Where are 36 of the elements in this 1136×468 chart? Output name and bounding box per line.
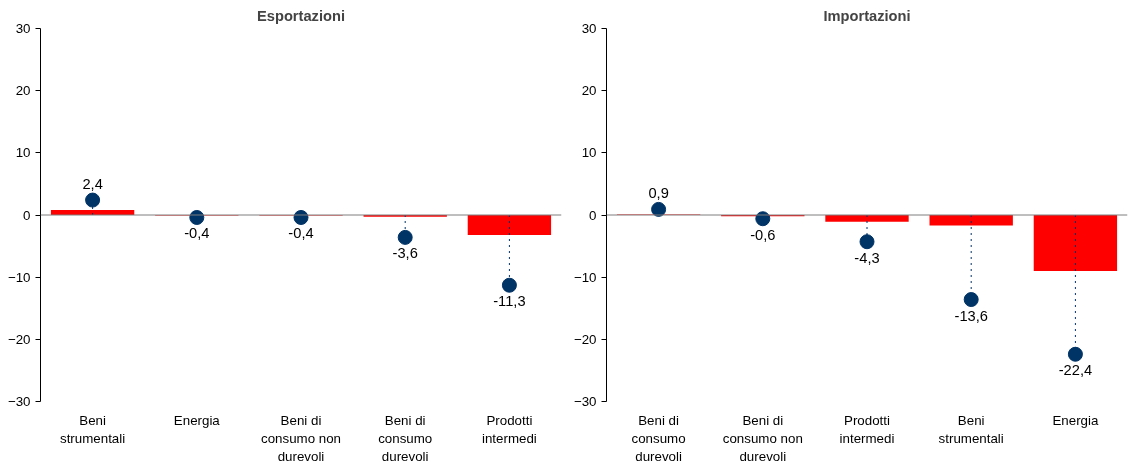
- x-tick-label: Energia: [173, 412, 221, 428]
- data-label: -13,6: [954, 307, 988, 324]
- x-tick-label: Beni di consumo non durevoli: [722, 412, 803, 464]
- y-tick-label: −30: [573, 394, 597, 409]
- x-tick-label: Beni di consumo durevoli: [378, 412, 433, 464]
- y-tick-label: −10: [7, 269, 31, 285]
- y-tick-label: −20: [573, 331, 597, 347]
- chart-title: Esportazioni: [257, 7, 345, 24]
- data-label: -0,4: [288, 225, 314, 242]
- chart-title: Importazioni: [823, 7, 911, 24]
- x-tick-label: Energia: [1052, 412, 1099, 428]
- data-label: -3,6: [392, 245, 418, 262]
- y-tick-label: 30: [15, 21, 31, 36]
- y-tick-label: 20: [581, 83, 597, 99]
- data-label: 2,4: [82, 176, 103, 193]
- data-label: -0,4: [184, 225, 210, 242]
- x-tick-label: Beni strumentali: [938, 412, 1004, 446]
- x-tick-label: Beni di consumo non durevoli: [260, 412, 342, 464]
- data-label: -0,6: [750, 226, 776, 243]
- x-tick-label: Beni strumentali: [60, 412, 126, 446]
- data-label: -4,3: [854, 249, 880, 266]
- x-tick-label: Prodotti intermedi: [839, 412, 895, 446]
- y-tick-label: 20: [15, 83, 31, 99]
- y-tick-label: 0: [589, 207, 597, 223]
- y-tick-label: −30: [7, 394, 31, 409]
- x-tick-label: Prodotti intermedi: [481, 412, 537, 446]
- data-label: -11,3: [493, 293, 526, 310]
- x-tick-label: Beni di consumo durevoli: [631, 412, 686, 464]
- data-label: 0,9: [648, 185, 669, 202]
- y-tick-label: −20: [7, 331, 31, 347]
- y-tick-label: 0: [23, 207, 31, 223]
- y-tick-label: 30: [581, 21, 597, 36]
- y-tick-label: −10: [573, 269, 597, 285]
- data-label: -22,4: [1058, 362, 1093, 379]
- y-tick-label: 10: [15, 145, 31, 161]
- y-tick-label: 10: [581, 145, 597, 161]
